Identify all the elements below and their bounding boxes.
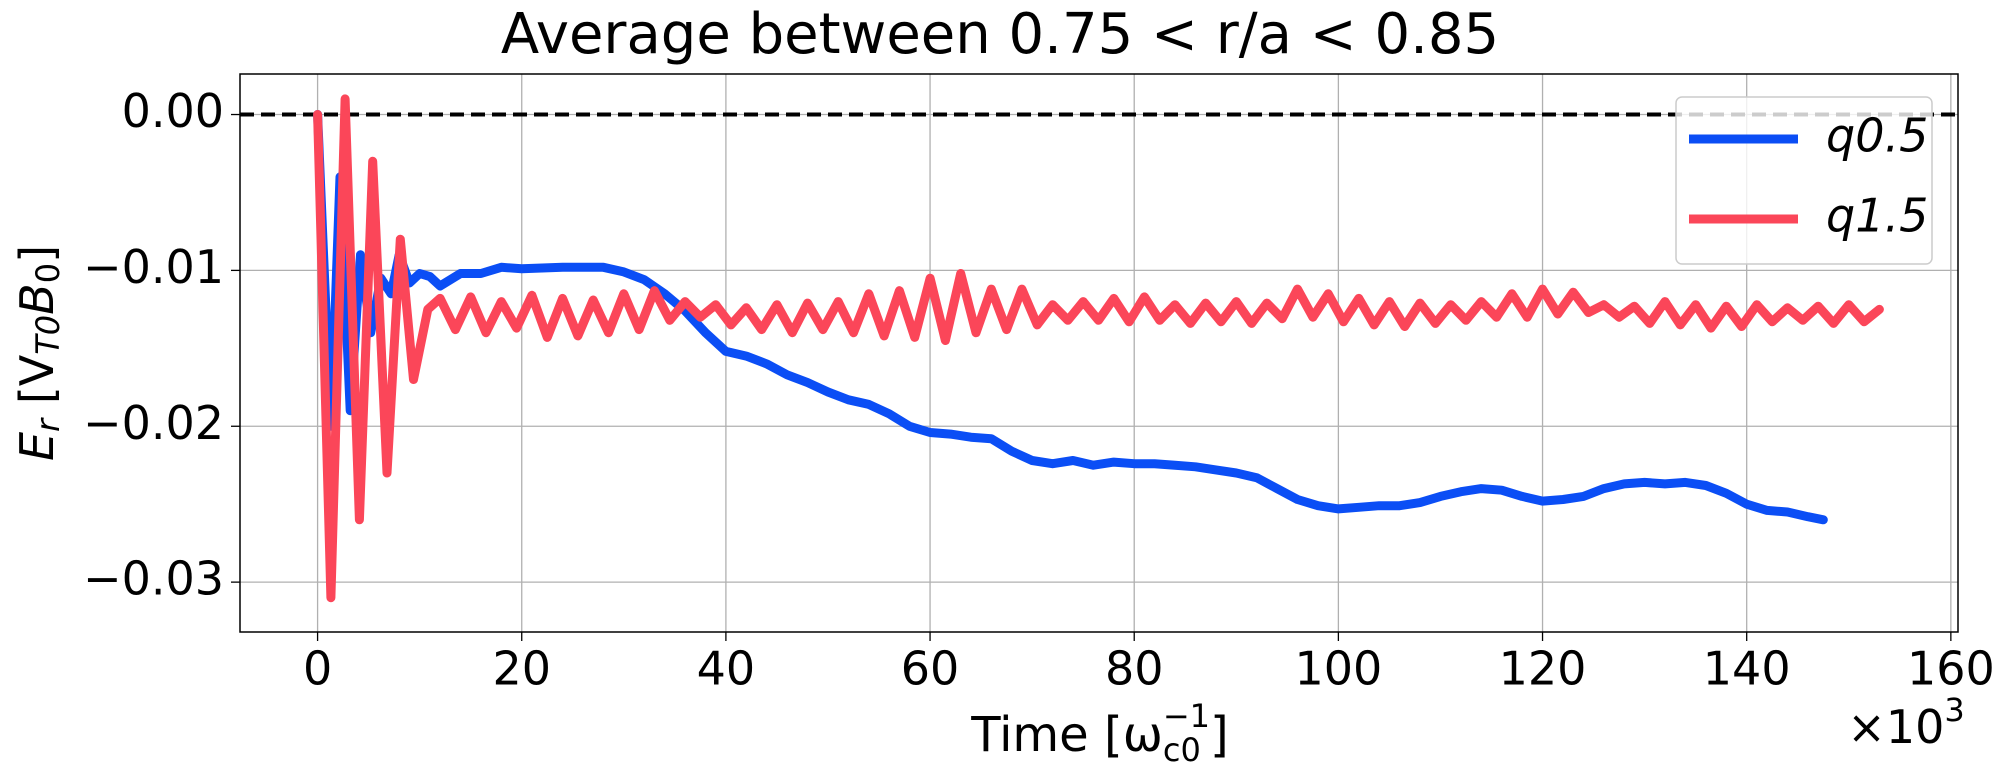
y-tick-label: −0.02 <box>83 396 224 450</box>
y-label-part: ] <box>10 245 64 263</box>
x-tick-label: 80 <box>1105 642 1164 696</box>
y-tick-label: −0.01 <box>83 240 224 294</box>
y-label-part: B <box>10 283 64 315</box>
x-axis-label: Time [ωc0−1] <box>970 697 1229 765</box>
y-axis-label: Er [VT0B0] <box>10 245 68 461</box>
x-tick-label: 160 <box>1907 642 1995 696</box>
x-tick-label: 140 <box>1703 642 1791 696</box>
x-label-sup: −1 <box>1163 697 1210 735</box>
series-line <box>313 110 1828 525</box>
y-label-part: E <box>10 432 64 461</box>
y-label-sub: T0 <box>29 315 67 355</box>
y-label-sub: r <box>29 417 67 432</box>
series-line <box>313 94 1884 603</box>
y-label-part: [V <box>10 354 64 419</box>
x-tick-label: 20 <box>492 642 551 696</box>
y-tick-label: 0.00 <box>122 84 224 138</box>
x-offset-text: ×103 <box>1847 691 1964 754</box>
legend-label: q1.5 <box>1826 189 1928 243</box>
offset-exp: 3 <box>1944 691 1964 729</box>
x-tick-label: 100 <box>1294 642 1382 696</box>
x-tick-label: 40 <box>697 642 756 696</box>
y-label-sub: 0 <box>29 263 67 283</box>
offset-base: ×10 <box>1847 700 1944 754</box>
x-label-part: ] <box>1210 707 1229 763</box>
chart-title: Average between 0.75 < r/a < 0.85 <box>501 2 1499 67</box>
y-tick-label: −0.03 <box>83 552 224 606</box>
x-label-sub: c0 <box>1163 731 1201 765</box>
x-tick-label: 120 <box>1499 642 1587 696</box>
x-tick-label: 60 <box>901 642 960 696</box>
legend: q0.5 q1.5 <box>1675 96 1933 265</box>
legend-label: q0.5 <box>1826 109 1928 163</box>
x-label-part: Time [ω <box>970 707 1163 763</box>
plot-frame <box>239 73 1959 633</box>
x-tick-label: 0 <box>303 642 332 696</box>
